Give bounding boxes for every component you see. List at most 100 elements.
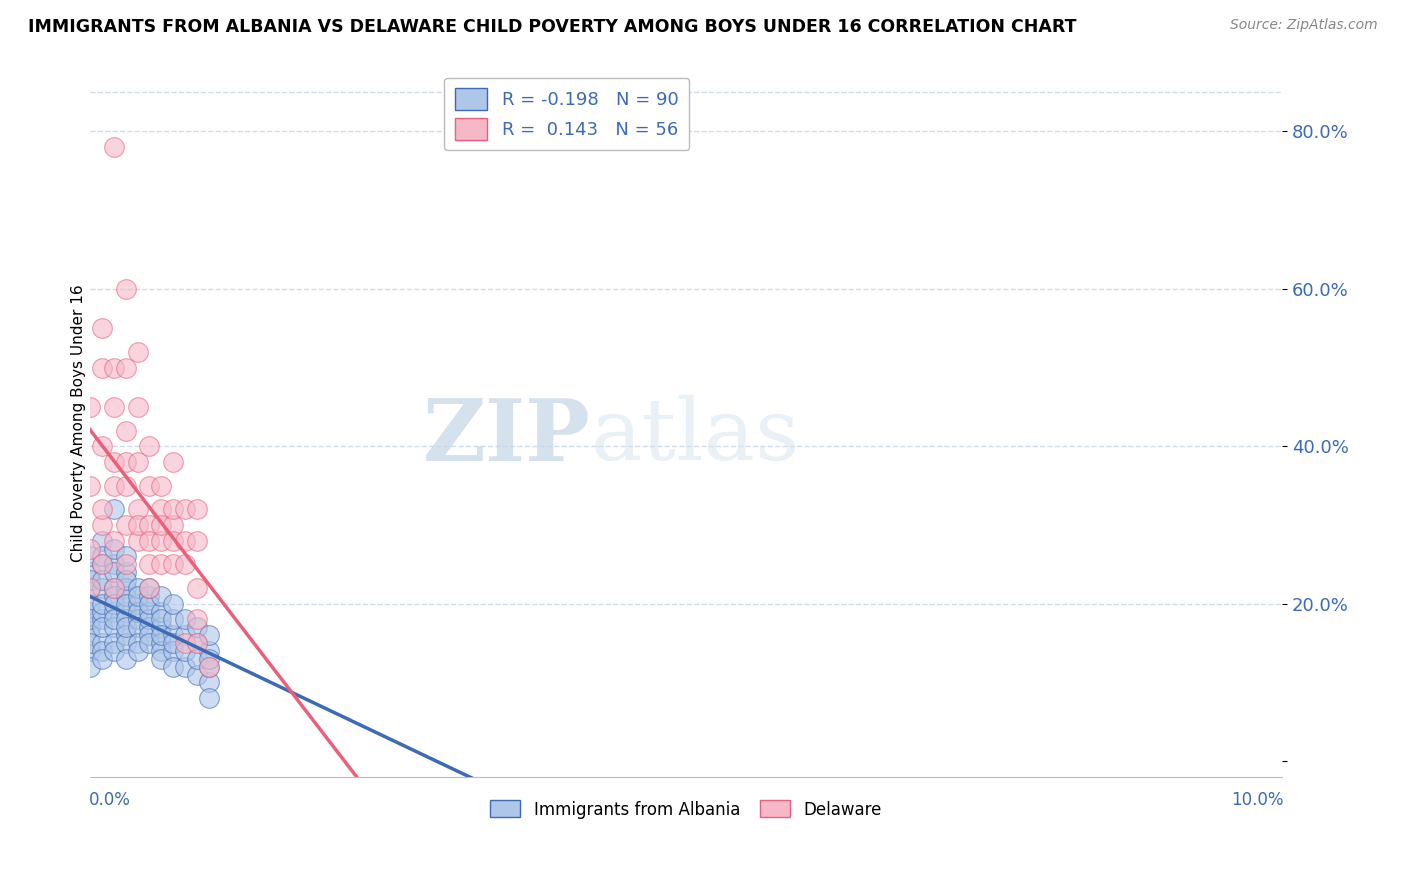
Point — [103, 360, 125, 375]
Point — [114, 518, 136, 533]
Point — [90, 549, 112, 564]
Point — [90, 558, 112, 572]
Point — [127, 533, 149, 548]
Point — [162, 659, 184, 673]
Point — [103, 140, 125, 154]
Point — [114, 573, 136, 587]
Point — [138, 581, 160, 595]
Point — [79, 566, 101, 580]
Point — [162, 628, 184, 642]
Point — [186, 502, 208, 516]
Point — [150, 605, 173, 619]
Point — [127, 518, 149, 533]
Point — [138, 589, 160, 603]
Point — [198, 675, 221, 690]
Point — [90, 573, 112, 587]
Point — [114, 282, 136, 296]
Point — [198, 659, 221, 673]
Point — [114, 652, 136, 666]
Point — [162, 644, 184, 658]
Point — [174, 533, 197, 548]
Point — [127, 620, 149, 634]
Text: ZIP: ZIP — [423, 395, 591, 479]
Point — [138, 605, 160, 619]
Point — [103, 533, 125, 548]
Point — [198, 628, 221, 642]
Point — [79, 605, 101, 619]
Point — [79, 478, 101, 492]
Point — [79, 636, 101, 650]
Point — [103, 581, 125, 595]
Point — [103, 620, 125, 634]
Point — [186, 533, 208, 548]
Point — [114, 581, 136, 595]
Point — [150, 533, 173, 548]
Point — [114, 628, 136, 642]
Point — [90, 518, 112, 533]
Point — [114, 455, 136, 469]
Point — [198, 659, 221, 673]
Text: Source: ZipAtlas.com: Source: ZipAtlas.com — [1230, 18, 1378, 32]
Point — [90, 581, 112, 595]
Text: atlas: atlas — [591, 395, 800, 478]
Point — [79, 400, 101, 414]
Point — [150, 620, 173, 634]
Point — [174, 659, 197, 673]
Y-axis label: Child Poverty Among Boys Under 16: Child Poverty Among Boys Under 16 — [72, 284, 86, 561]
Point — [150, 502, 173, 516]
Legend: Immigrants from Albania, Delaware: Immigrants from Albania, Delaware — [484, 794, 889, 825]
Point — [174, 612, 197, 626]
Point — [174, 636, 197, 650]
Point — [79, 644, 101, 658]
Point — [114, 558, 136, 572]
Point — [90, 644, 112, 658]
Point — [127, 597, 149, 611]
Point — [162, 558, 184, 572]
Point — [127, 605, 149, 619]
Point — [174, 644, 197, 658]
Point — [114, 478, 136, 492]
Point — [150, 644, 173, 658]
Text: 0.0%: 0.0% — [89, 791, 131, 809]
Point — [90, 558, 112, 572]
Point — [150, 612, 173, 626]
Point — [90, 439, 112, 453]
Point — [127, 400, 149, 414]
Point — [127, 612, 149, 626]
Point — [186, 620, 208, 634]
Point — [79, 620, 101, 634]
Point — [79, 581, 101, 595]
Point — [138, 518, 160, 533]
Point — [127, 589, 149, 603]
Point — [150, 652, 173, 666]
Point — [103, 478, 125, 492]
Point — [138, 439, 160, 453]
Point — [90, 612, 112, 626]
Point — [138, 597, 160, 611]
Point — [90, 597, 112, 611]
Point — [90, 620, 112, 634]
Point — [162, 612, 184, 626]
Point — [79, 597, 101, 611]
Point — [138, 620, 160, 634]
Point — [79, 541, 101, 556]
Point — [90, 605, 112, 619]
Point — [114, 589, 136, 603]
Point — [114, 424, 136, 438]
Point — [138, 581, 160, 595]
Point — [162, 597, 184, 611]
Point — [79, 612, 101, 626]
Point — [127, 644, 149, 658]
Point — [150, 628, 173, 642]
Point — [186, 652, 208, 666]
Point — [114, 605, 136, 619]
Point — [114, 597, 136, 611]
Point — [79, 581, 101, 595]
Point — [150, 589, 173, 603]
Point — [138, 533, 160, 548]
Point — [103, 558, 125, 572]
Point — [162, 455, 184, 469]
Point — [127, 636, 149, 650]
Point — [103, 541, 125, 556]
Point — [186, 667, 208, 681]
